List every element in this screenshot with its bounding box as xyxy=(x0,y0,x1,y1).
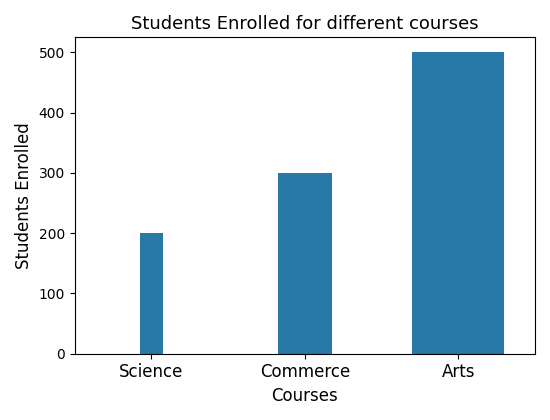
Bar xyxy=(140,233,163,354)
Y-axis label: Students Enrolled: Students Enrolled xyxy=(15,122,33,269)
X-axis label: Courses: Courses xyxy=(272,387,338,405)
Bar xyxy=(412,52,504,354)
Bar xyxy=(278,173,332,354)
Title: Students Enrolled for different courses: Students Enrolled for different courses xyxy=(131,15,478,33)
